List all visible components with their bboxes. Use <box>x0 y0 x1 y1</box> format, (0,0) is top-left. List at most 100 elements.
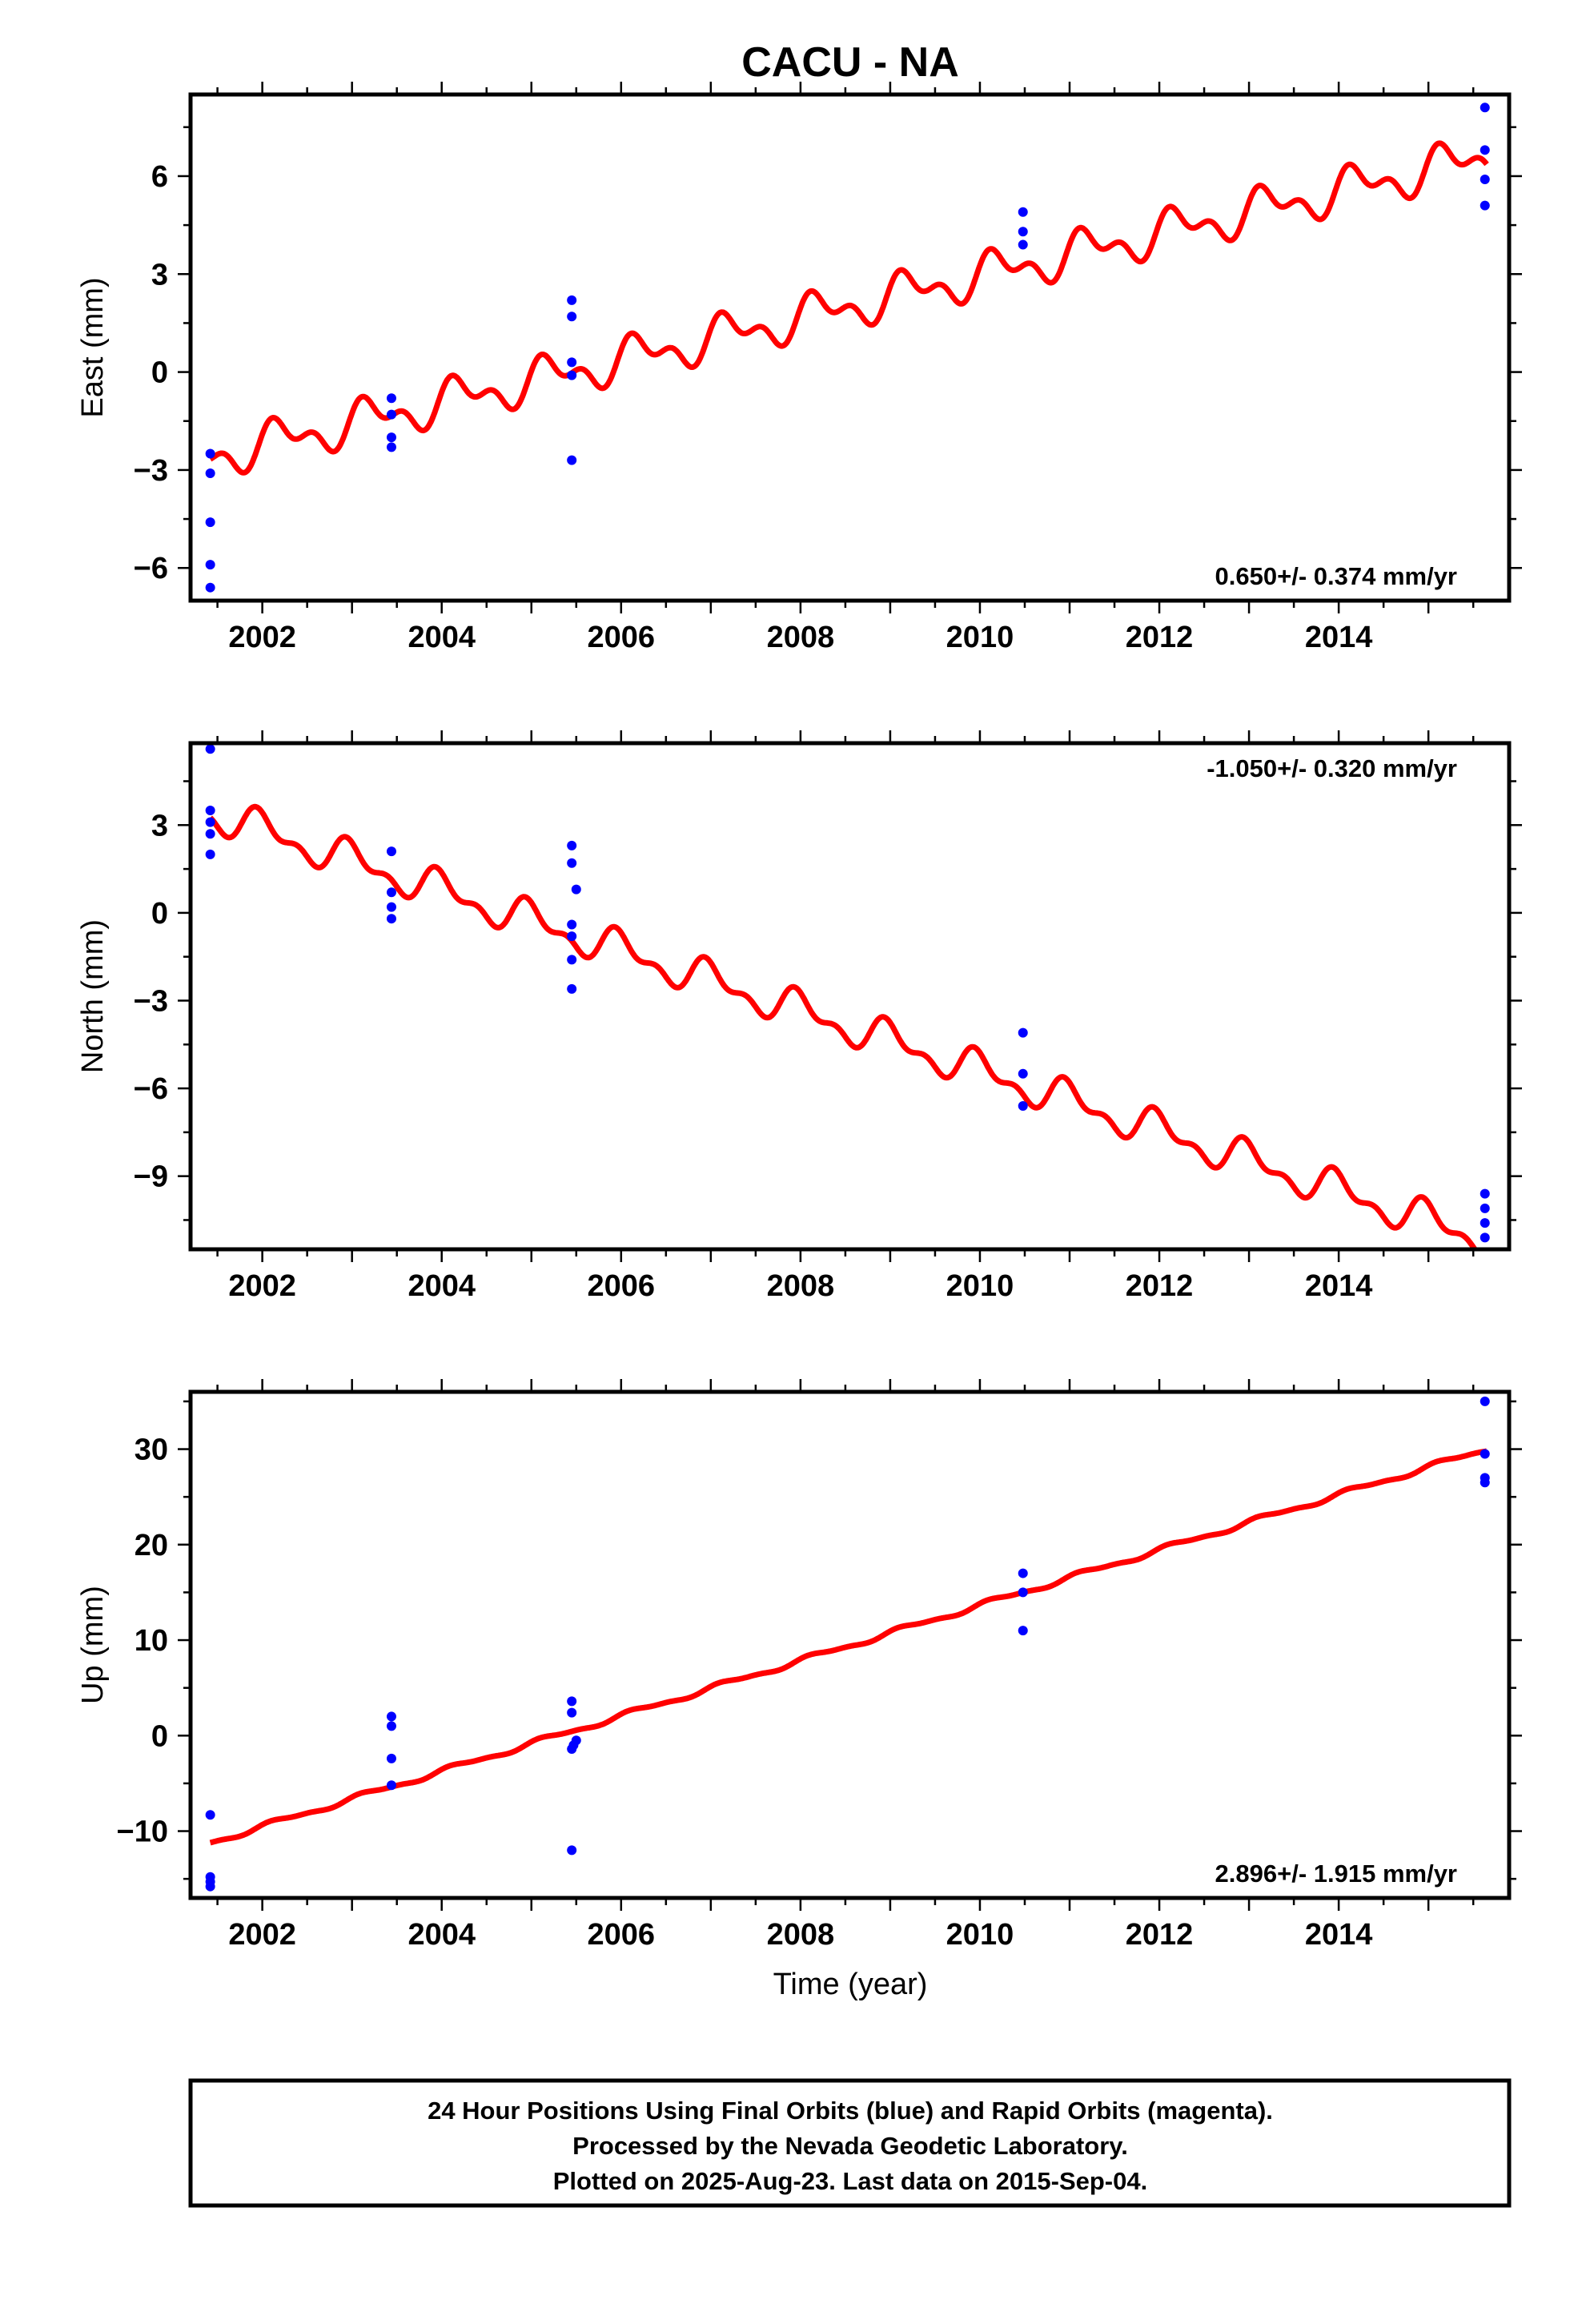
east-data-point <box>1480 103 1490 113</box>
up-data-point <box>205 1881 215 1892</box>
up-data-point <box>386 1721 396 1731</box>
north-data-point <box>567 955 577 965</box>
north-data-point <box>205 817 215 827</box>
east-data-point <box>205 448 215 459</box>
caption-line-3: Plotted on 2025-Aug-23. Last data on 201… <box>553 2167 1147 2195</box>
east-y-tick-label: −3 <box>134 454 168 488</box>
north-plot-frame <box>188 741 1512 1252</box>
north-data-point <box>386 902 396 912</box>
up-data-point <box>567 1707 577 1718</box>
east-data-point <box>386 409 396 420</box>
caption-box: 24 Hour Positions Using Final Orbits (bl… <box>188 2078 1512 2208</box>
east-data-point <box>386 393 396 404</box>
north-data-point <box>1018 1100 1028 1111</box>
north-data-point <box>1480 1203 1490 1213</box>
east-data-point <box>1480 175 1490 185</box>
up-data-point <box>567 1696 577 1707</box>
up-x-tick-label: 2014 <box>1305 1918 1373 1952</box>
east-y-tick-label: 3 <box>151 258 168 292</box>
east-x-tick-label: 2012 <box>1126 621 1194 654</box>
up-x-tick-label: 2002 <box>228 1918 296 1952</box>
caption-frame <box>188 2078 1512 2208</box>
east-data-point <box>1480 145 1490 155</box>
up-y-tick-label: 30 <box>135 1433 168 1467</box>
north-panel: 2002 2004 2006 2008 2010 2012 2014 −9 −6 −3 0 3 Nort… <box>76 730 1522 1303</box>
north-data-point <box>1018 1068 1028 1079</box>
chart-title: CACU - NA <box>741 39 959 86</box>
north-y-tick-label: −9 <box>134 1160 168 1194</box>
east-data-point <box>205 560 215 570</box>
up-data-point <box>1018 1626 1028 1636</box>
east-data-point <box>1018 227 1028 237</box>
east-x-tick-label: 2006 <box>588 621 656 654</box>
east-data-point <box>1018 239 1028 250</box>
north-x-tick-label: 2002 <box>228 1269 296 1303</box>
up-panel: 2002 2004 2006 2008 2010 2012 2014 −10 0 10 20 30 Up… <box>76 1379 1522 1952</box>
up-data-point <box>386 1780 396 1791</box>
north-data-point <box>205 806 215 816</box>
up-x-tick-label: 2010 <box>946 1918 1014 1952</box>
east-data-point <box>567 357 577 368</box>
east-y-tick-label: 6 <box>151 160 168 194</box>
up-x-tick-label: 2006 <box>588 1918 656 1952</box>
east-data-point <box>567 455 577 465</box>
north-data-point <box>567 983 577 994</box>
up-x-tick-label: 2004 <box>408 1918 476 1952</box>
east-data-point <box>205 517 215 528</box>
north-data-point <box>1480 1218 1490 1228</box>
up-x-tick-label: 2012 <box>1126 1918 1194 1952</box>
up-data-point <box>1018 1587 1028 1598</box>
up-data-point <box>205 1810 215 1820</box>
up-y-axis-label: Up (mm) <box>76 1586 110 1704</box>
east-model-line <box>208 140 1489 476</box>
east-data-point <box>567 370 577 380</box>
north-x-tick-label: 2006 <box>588 1269 656 1303</box>
up-y-tick-label: 0 <box>151 1719 168 1753</box>
caption-line-1: 24 Hour Positions Using Final Orbits (bl… <box>428 2097 1273 2125</box>
east-x-tick-label: 2014 <box>1305 621 1373 654</box>
north-data-point <box>567 858 577 868</box>
up-plot-frame <box>188 1389 1512 1900</box>
north-x-tick-label: 2008 <box>767 1269 835 1303</box>
up-data-point <box>386 1753 396 1763</box>
east-data-point <box>1480 200 1490 211</box>
up-rate-label: 2.896+/- 1.915 mm/yr <box>1215 1860 1457 1888</box>
east-x-tick-label: 2010 <box>946 621 1014 654</box>
east-y-tick-label: 0 <box>151 356 168 390</box>
up-data-point <box>567 1743 577 1754</box>
north-data-point <box>567 840 577 850</box>
up-data-point <box>1480 1396 1490 1406</box>
east-y-axis-label: East (mm) <box>76 277 110 417</box>
up-data-point <box>1480 1478 1490 1488</box>
up-data-point <box>567 1845 577 1856</box>
east-y-tick-label: −6 <box>134 552 168 585</box>
north-data-point <box>386 887 396 898</box>
up-data-point <box>1018 1568 1028 1578</box>
north-data-point <box>386 914 396 924</box>
north-y-tick-label: 0 <box>151 897 168 931</box>
north-y-tick-label: 3 <box>151 809 168 842</box>
up-y-tick-label: 10 <box>135 1624 168 1658</box>
up-data-point <box>386 1711 396 1722</box>
north-data-point <box>205 744 215 754</box>
east-plot-frame <box>188 92 1512 603</box>
x-axis-label: Time (year) <box>773 1968 928 2001</box>
caption-line-2: Processed by the Nevada Geodetic Laborat… <box>572 2132 1128 2160</box>
north-data-point <box>205 849 215 859</box>
east-data-point <box>205 582 215 593</box>
east-data-point <box>1018 207 1028 217</box>
up-y-tick-label: 20 <box>135 1529 168 1562</box>
east-data-point <box>386 442 396 452</box>
north-data-point <box>1480 1188 1490 1199</box>
north-y-tick-label: −3 <box>134 984 168 1018</box>
up-y-tick-label: −10 <box>117 1815 168 1849</box>
north-y-axis-label: North (mm) <box>76 919 110 1073</box>
east-x-tick-label: 2008 <box>767 621 835 654</box>
east-rate-label: 0.650+/- 0.374 mm/yr <box>1215 562 1457 590</box>
north-data-point <box>1018 1027 1028 1038</box>
east-data-point <box>205 468 215 478</box>
east-panel: 2002 2004 2006 2008 2010 2012 2014 −6 −3 0 3 6 East … <box>76 82 1522 654</box>
north-data-point <box>1480 1232 1490 1243</box>
north-y-tick-label: −6 <box>134 1072 168 1106</box>
